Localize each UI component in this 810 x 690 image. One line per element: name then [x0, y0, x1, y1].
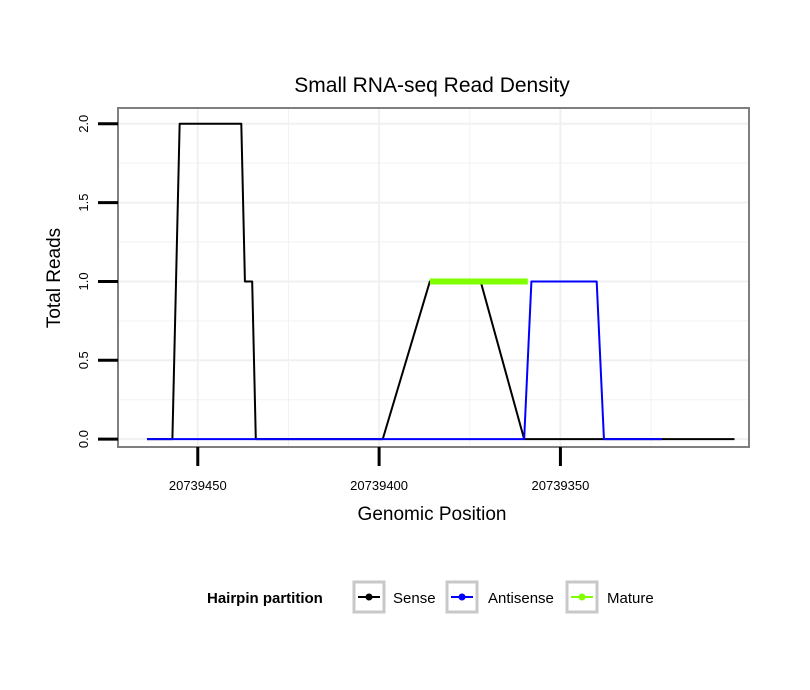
y-tick-label: 2.0: [76, 115, 91, 133]
legend: Hairpin partition Sense Antisense Mature: [207, 580, 654, 614]
legend-key-point: [578, 593, 586, 601]
x-axis-label: Genomic Position: [358, 504, 507, 525]
series-line-antisense: [147, 280, 662, 441]
x-axis: 20739450 20739400 20739350: [169, 447, 589, 493]
legend-key-point: [458, 593, 466, 601]
x-tick-label: 20739400: [350, 478, 408, 493]
legend-label-sense: Sense: [393, 590, 436, 607]
y-tick-label: 1.0: [76, 272, 91, 290]
series-group: [147, 122, 735, 441]
y-tick-label: 0.5: [76, 351, 91, 369]
x-tick-label: 20739450: [169, 478, 227, 493]
legend-key-point: [365, 593, 373, 601]
plot-panel-border: [117, 107, 750, 448]
legend-label-mature: Mature: [607, 590, 654, 607]
grid: [118, 108, 749, 447]
y-axis: 0.0 0.5 1.0 1.5 2.0: [76, 115, 118, 448]
chart-title: Small RNA-seq Read Density: [294, 74, 570, 97]
y-tick-label: 0.0: [76, 430, 91, 448]
y-axis-label: Total Reads: [44, 228, 65, 328]
legend-label-antisense: Antisense: [488, 590, 554, 607]
legend-title: Hairpin partition: [207, 590, 323, 607]
x-tick-label: 20739350: [532, 478, 590, 493]
y-tick-label: 1.5: [76, 194, 91, 212]
